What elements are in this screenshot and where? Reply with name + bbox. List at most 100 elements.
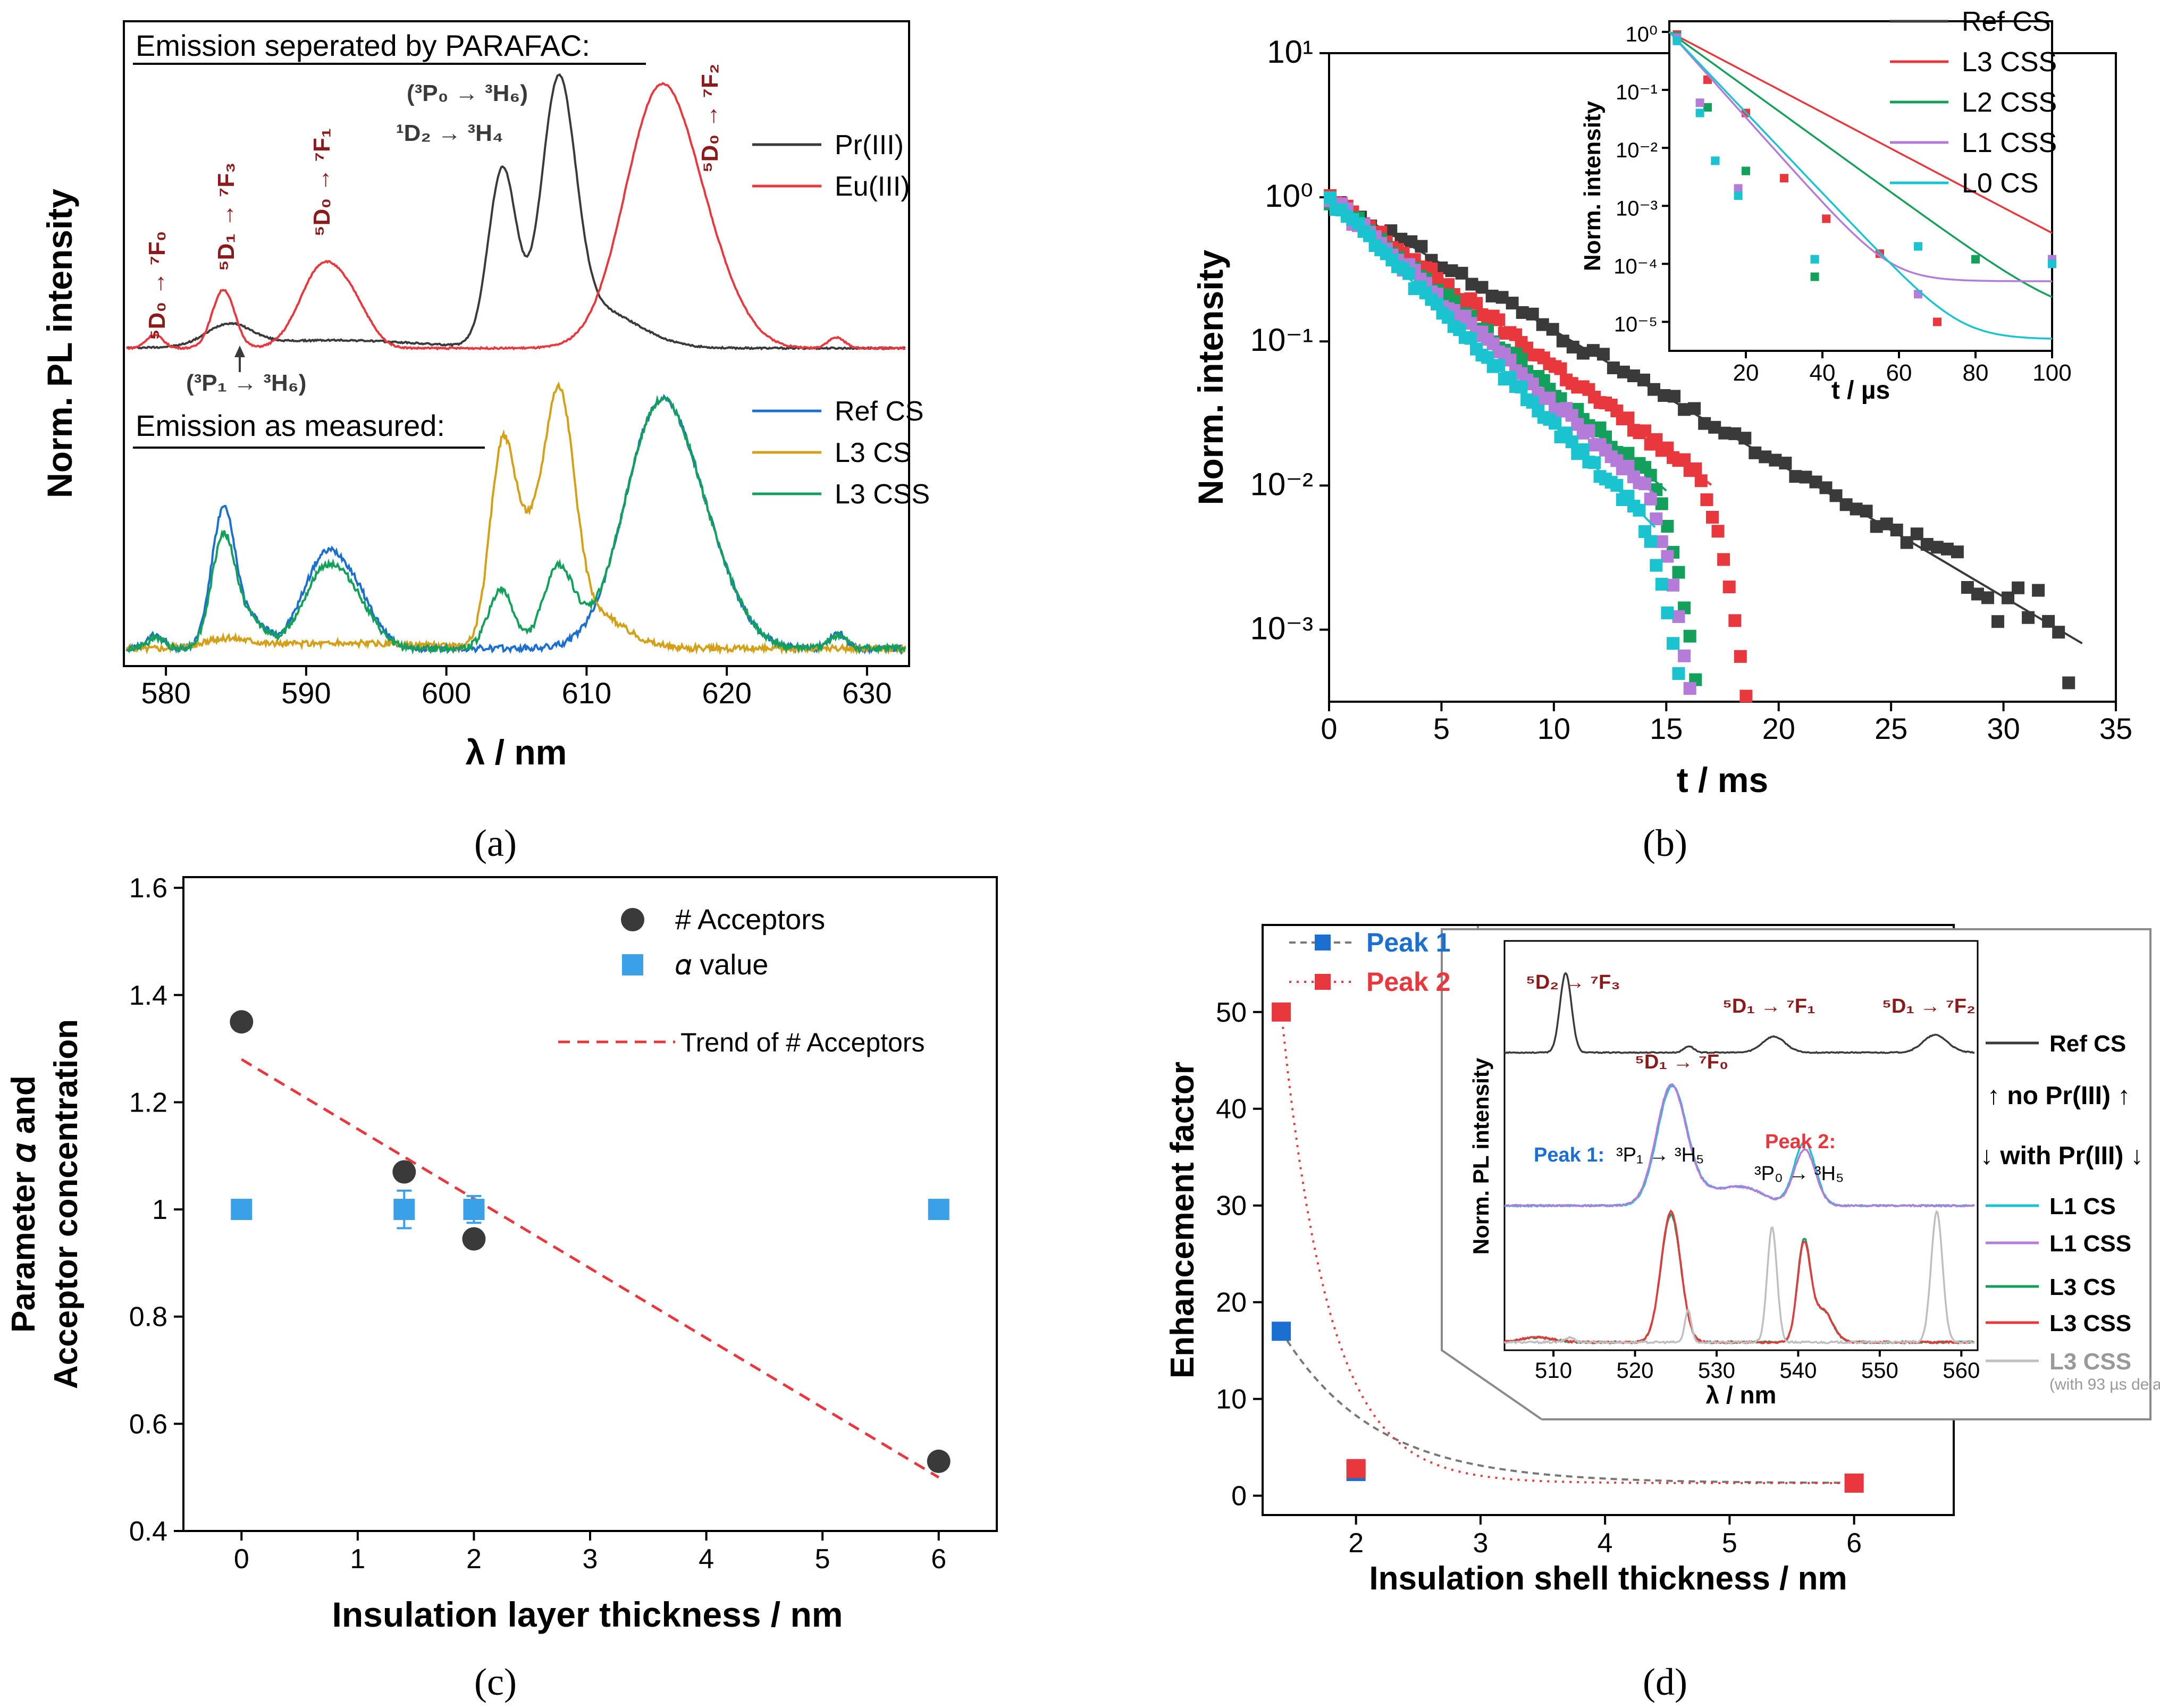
panel-b-point [1991,615,2004,628]
panel-b-point [1672,667,1685,680]
panel-d-inset-x-tick-label: 510 [1535,1358,1572,1383]
panel-b-point [1672,610,1685,623]
panel-c-y-tick-label: 1.6 [129,873,167,904]
legend-note: (with 93 µs delay) [2049,1376,2160,1393]
legend-label: Trend of # Acceptors [680,1028,925,1057]
panel-d-y-tick-label: 0 [1231,1481,1247,1512]
panel-b-point [1688,402,1701,415]
panel-c-y-axis-title-1: Parameter 𝛼 and [5,1075,42,1333]
panel-b-x-tick-label: 25 [1875,712,1907,745]
panel-b-x-tick-label: 15 [1650,712,1683,745]
panel-d-inset-y-title: Norm. PL intensity [1468,1057,1493,1255]
legend-label: L3 CS [835,437,912,468]
panel-c-x-tick-label: 3 [583,1544,598,1575]
panel-b-x-tick-label: 5 [1433,712,1450,745]
panel-c-y-tick-label: 1.4 [129,980,167,1011]
panel-b-point [1638,477,1652,491]
panel-d-inset-x-title: λ / nm [1706,1381,1777,1409]
panel-b-point [1739,689,1753,703]
panel-d-inset-peak1-label: Peak 1: [1534,1144,1604,1166]
panel-d-y-tick-label: 50 [1216,997,1247,1028]
panel-a-section-title-bottom: Emission as measured: [136,409,445,442]
panel-d-legend: Peak 1 Peak 2 [1289,928,1450,997]
panel-b-inset-y-tick-label: 10⁻³ [1616,197,1658,220]
panel-b-point [1655,535,1668,548]
legend-label: L0 CS [1962,168,2039,199]
panel-a-frame [123,20,910,667]
panel-b-point [1694,474,1708,487]
panel-d-y-tick-label: 30 [1216,1191,1247,1222]
panel-d-data [1272,1002,1864,1493]
panel-d-fit-peak-1 [1280,1331,1854,1484]
panel-b-point [1576,443,1590,456]
panel-b-point [1644,535,1657,548]
panel-c-legend: # Acceptors 𝛼 value Trend of # Acceptors [558,904,925,1057]
panel-b-x-tick-label: 20 [1762,712,1795,745]
panel-b-inset-point [1672,36,1682,45]
panel-a-arrow-head [234,346,245,357]
panel-b-point [1650,433,1663,446]
panel-b-point [1543,391,1556,405]
legend-label: # Acceptors [675,904,825,936]
panel-b-point [1689,462,1702,475]
panel-c-alpha-point [393,1199,415,1221]
panel-b-inset-point [1695,98,1704,107]
panel-b-point [1464,332,1477,345]
panel-b-inset-y-tick-label: 10⁻² [1616,139,1658,162]
panel-b-inset-y-tick-label: 10⁻¹ [1616,81,1658,104]
legend-label: 𝛼 value [675,949,768,981]
panel-c-x-tick-label: 4 [699,1544,714,1575]
panel-b-y-tick-label: 10⁻¹ [1250,322,1313,358]
panel-b-point [1668,390,1681,403]
panel-d-y-tick-label: 10 [1216,1384,1247,1415]
panel-b-inset-frame [1668,20,2053,352]
panel-d-y-axis-title: Enhancement factor [1164,1062,1201,1378]
panel-b-point [1549,417,1561,430]
panel-b-point [1633,503,1646,517]
legend-label: L3 CS [2049,1274,2116,1300]
panel-d-y-tick-label: 20 [1216,1288,1247,1318]
panel-b-point [2062,676,2075,689]
panel-b-point [2042,615,2055,628]
panel-b-x-tick-label: 35 [2099,712,2132,745]
panel-b-point [1722,580,1736,594]
panel-a: 580 590 600 610 620 630 Emission seperated by… [40,20,930,864]
panel-c: 0 1 2 3 4 5 6 0.4 0.6 0.8 1 1.2 1.4 1.6 # Acceptors 𝛼… [5,873,998,1703]
panel-b-point [1661,520,1674,533]
panel-b-inset-x-tick-label: 60 [1886,360,1912,386]
panel-d-x-tick-label: 4 [1598,1528,1613,1559]
panel-d-inset-x-tick-label: 550 [1861,1358,1898,1383]
legend-label: L1 CSS [1962,128,2057,158]
panel-a-legend-top: Pr(III) Eu(III) [752,130,910,202]
panel-b-point [1951,545,1964,559]
legend-marker-acceptors [621,908,644,931]
panel-b-point [1621,411,1635,425]
panel-d-inset-label: ⁵D₁ → ⁷F₁ [1722,995,1816,1017]
panel-a-x-tick-label: 630 [842,676,892,710]
panel-a-series-eu-iii- [127,82,906,351]
panel-b-point [1890,524,1903,536]
panel-d-inset-legend: Ref CS L1 CS L1 CSS L3 CS L3 CSS L3 CSS … [1986,1031,2160,1393]
panel-d-inset-peak2-label: Peak 2: [1765,1131,1836,1153]
panel-c-y-tick-label: 0.6 [129,1409,167,1440]
panel-b-inset-x-tick-label: 20 [1733,360,1759,386]
legend-label: L3 CSS [835,479,930,510]
panel-b-point [1700,493,1713,507]
panel-b-point [2032,584,2045,597]
panel-d-inset-peak1-trans: ³P₁ → ³H₅ [1616,1144,1704,1166]
panel-b-point [1621,447,1635,460]
panel-b-inset-point [1914,242,1922,251]
panel-b-point [1610,479,1624,492]
panel-b-y-tick-label: 10⁻³ [1250,610,1313,646]
panel-c-frame [182,876,998,1532]
panel-b-point [1655,578,1668,591]
panel-b-point [1711,525,1725,538]
panel-b-inset-point [1933,317,1942,326]
panel-b-point [1738,432,1752,445]
panel-a-section-title-top: Emission seperated by PARAFAC: [136,29,590,62]
panel-c-alpha-point [463,1199,485,1221]
panel-b-inset-x-tick-label: 80 [1963,360,1989,386]
panel-d-inset-series-ref-cs [1504,972,1975,1054]
panel-c-y-tick-label: 0.4 [129,1516,167,1547]
panel-b-inset-point [1780,174,1788,183]
